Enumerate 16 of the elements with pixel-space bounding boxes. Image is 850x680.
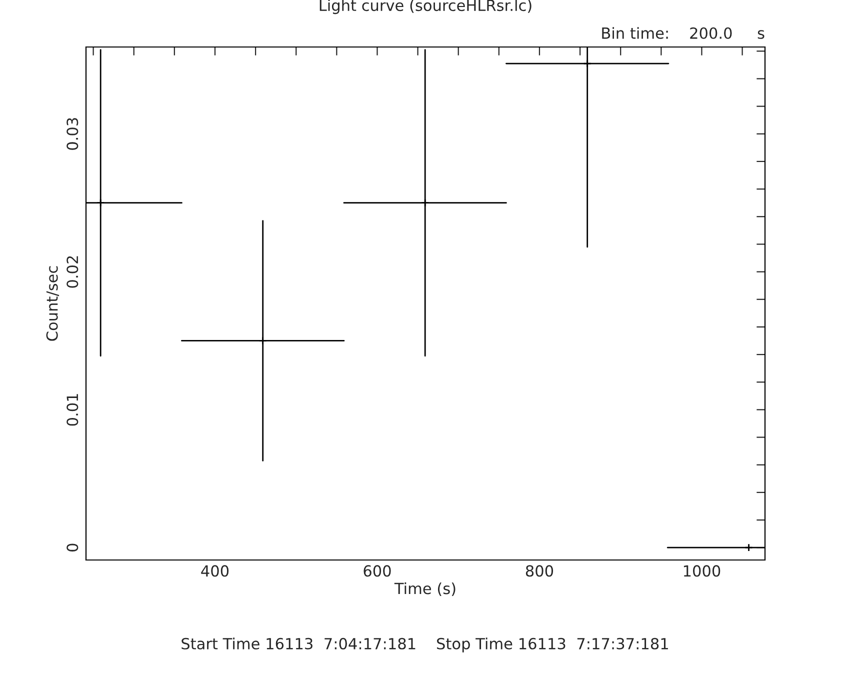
x-tick-label: 400 [201,565,229,577]
point [96,198,105,207]
point [420,198,430,207]
point [258,336,268,345]
x-tick-label: 800 [526,565,554,577]
chart-subtitle: Bin time: 200.0 s [602,27,764,39]
x-tick-label: 600 [364,565,391,577]
y-axis-title: Count/sec [46,266,60,341]
x-axis-title: Time (s) [394,582,456,596]
text: Start Time 16113 7:04:17:181 Stop Time 16113 7:17:37:181 [182,638,668,652]
y-tick-label: 0.03 [66,118,78,150]
y-tick-label: 0 [66,544,78,552]
y-tick-label: 0.01 [66,394,78,426]
y-tick-label: 0.02 [66,256,78,288]
x-tick-label: 1000 [684,565,720,577]
point [583,59,592,68]
